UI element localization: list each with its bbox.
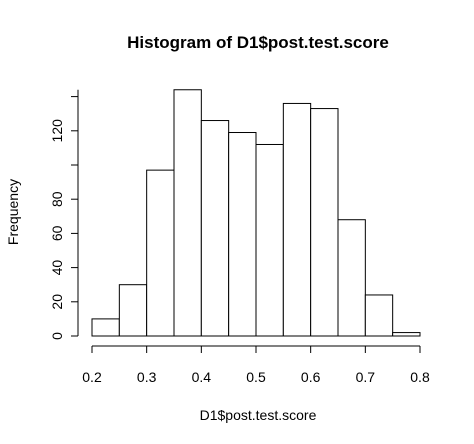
histogram-bar-12 (392, 332, 421, 337)
chart-title: Histogram of D1$post.test.score (127, 33, 389, 52)
x-tick-label: 0.5 (246, 369, 266, 385)
histogram-bar-6 (228, 132, 257, 337)
x-tick-label: 0.7 (356, 369, 376, 385)
histogram-bar-10 (337, 219, 366, 337)
histogram-bar-8 (282, 102, 312, 337)
y-tick-label: 120 (49, 119, 65, 143)
x-axis-label: D1$post.test.score (200, 407, 317, 423)
y-tick-label: 20 (49, 294, 65, 310)
histogram-bar-4 (173, 89, 202, 337)
y-tick-label: 80 (49, 191, 65, 207)
y-axis: 0 20 40 60 80 120 (49, 89, 79, 340)
x-tick-label: 0.8 (410, 369, 430, 385)
y-axis-label: Frequency (5, 179, 21, 245)
histogram-bar-5 (200, 120, 230, 337)
histogram-bar-1 (91, 318, 120, 337)
bars-group (91, 89, 421, 337)
y-tick-label: 0 (49, 332, 65, 340)
y-tick-label: 40 (49, 260, 65, 276)
x-tick-label: 0.3 (137, 369, 157, 385)
x-axis: 0.2 0.3 0.4 0.5 0.6 0.7 0.8 (82, 345, 430, 385)
x-tick-label: 0.4 (192, 369, 212, 385)
x-tick-label: 0.2 (82, 369, 102, 385)
histogram-bar-11 (364, 294, 394, 337)
x-tick-label: 0.6 (301, 369, 321, 385)
histogram-bar-7 (255, 143, 284, 337)
histogram-bar-3 (146, 169, 175, 337)
histogram-bar-2 (118, 284, 148, 337)
y-tick-label: 60 (49, 225, 65, 241)
histogram-bar-9 (310, 108, 339, 337)
